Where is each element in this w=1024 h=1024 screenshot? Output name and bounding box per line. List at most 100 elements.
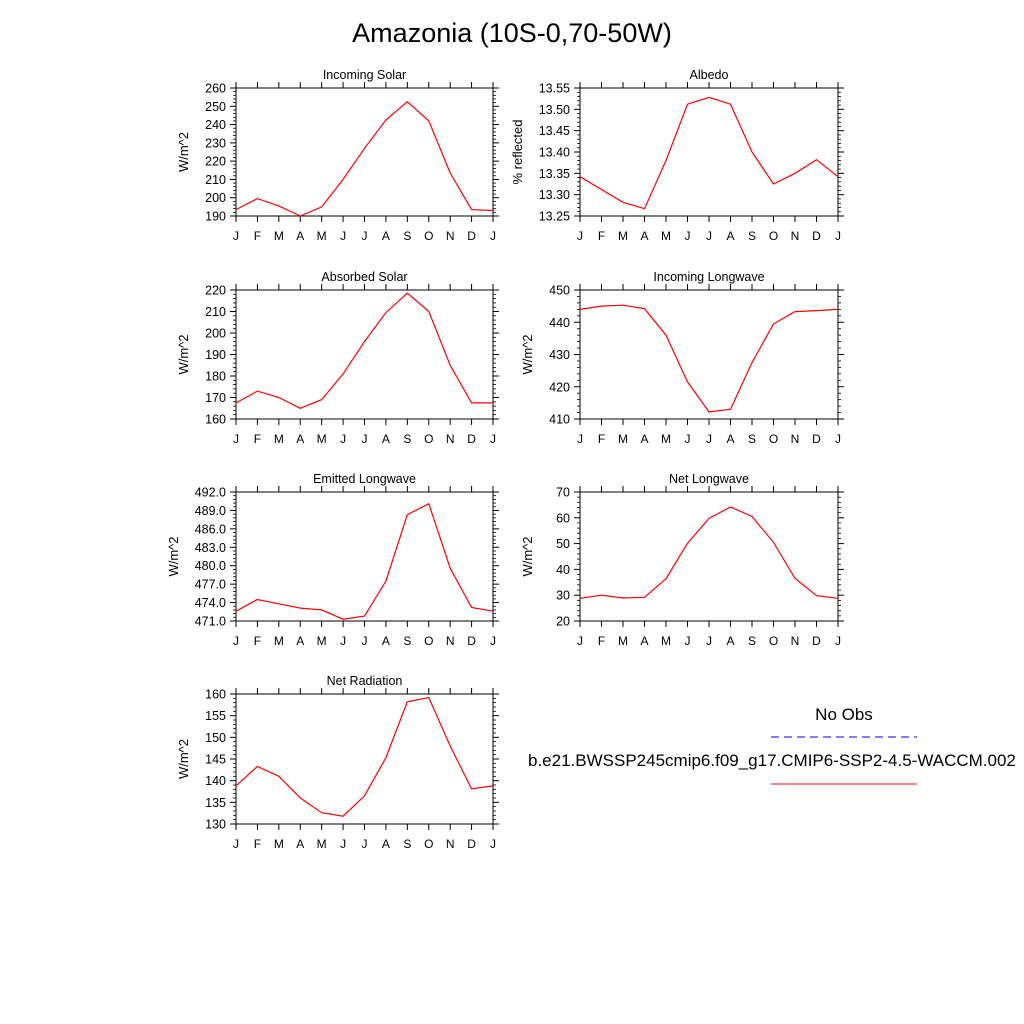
plot-frame: [235, 693, 494, 825]
x-tick-label: S: [403, 229, 411, 243]
x-tick-label: S: [403, 634, 411, 648]
y-tick-label: 450: [549, 284, 570, 298]
x-tick-label: M: [618, 634, 628, 648]
plot-frame: [235, 289, 494, 420]
panel-title: Absorbed Solar: [321, 270, 407, 284]
x-tick-label: S: [748, 634, 756, 648]
x-tick-label: J: [340, 229, 346, 243]
x-tick-label: F: [254, 432, 261, 446]
x-tick-label: D: [812, 432, 821, 446]
y-tick-label: 430: [549, 348, 570, 362]
x-tick-label: M: [274, 432, 284, 446]
y-tick-label: 160: [205, 688, 226, 702]
x-tick-label: M: [618, 229, 628, 243]
page-title: Amazonia (10S-0,70-50W): [352, 18, 672, 48]
x-tick-label: J: [835, 634, 841, 648]
x-tick-label: J: [835, 229, 841, 243]
x-tick-label: A: [640, 634, 648, 648]
y-tick-label: 240: [205, 118, 226, 132]
y-tick-label: 440: [549, 316, 570, 330]
y-tick-label: 140: [205, 774, 226, 788]
y-tick-label: 160: [205, 413, 226, 427]
x-tick-label: N: [446, 432, 455, 446]
x-tick-label: J: [577, 432, 583, 446]
x-tick-label: M: [661, 432, 671, 446]
x-tick-label: M: [661, 634, 671, 648]
y-axis-label: W/m^2: [520, 536, 535, 576]
x-tick-label: J: [490, 837, 496, 851]
x-tick-label: J: [362, 837, 368, 851]
y-tick-label: 190: [205, 348, 226, 362]
y-tick-label: 220: [205, 155, 226, 169]
y-tick-label: 145: [205, 753, 226, 767]
panel-title: Net Longwave: [669, 472, 749, 486]
x-tick-label: J: [340, 432, 346, 446]
x-tick-label: O: [424, 837, 433, 851]
x-tick-label: M: [317, 634, 327, 648]
legend-obs-label: No Obs: [815, 705, 873, 724]
x-tick-label: S: [403, 432, 411, 446]
y-tick-label: 220: [205, 284, 226, 298]
x-tick-label: A: [296, 837, 304, 851]
series-line-incoming-solar: [235, 100, 494, 217]
y-tick-label: 13.55: [539, 82, 570, 96]
x-tick-label: J: [577, 634, 583, 648]
x-tick-label: S: [748, 432, 756, 446]
series-line-emitted-longwave: [235, 502, 494, 620]
x-tick-label: F: [598, 432, 605, 446]
y-tick-label: 40: [556, 563, 570, 577]
series-line-net-radiation: [235, 696, 494, 817]
x-tick-label: J: [706, 634, 712, 648]
y-axis-label: W/m^2: [176, 132, 191, 172]
x-tick-label: A: [726, 634, 734, 648]
x-tick-label: J: [685, 634, 691, 648]
panel-absorbed-solar: J F M A M J J A S O N D J160170180190200210220Absorb…: [176, 270, 499, 446]
x-tick-label: A: [640, 432, 648, 446]
x-tick-label: J: [490, 432, 496, 446]
x-tick-label: N: [791, 229, 800, 243]
x-tick-label: A: [726, 432, 734, 446]
plot-frame: [579, 491, 839, 622]
x-tick-label: J: [835, 432, 841, 446]
x-tick-label: M: [274, 634, 284, 648]
x-tick-label: A: [382, 432, 390, 446]
x-tick-label: J: [340, 837, 346, 851]
x-tick-label: M: [317, 837, 327, 851]
x-tick-label: A: [382, 229, 390, 243]
x-tick-label: M: [274, 229, 284, 243]
y-tick-label: 180: [205, 370, 226, 384]
y-tick-label: 60: [556, 511, 570, 525]
panel-title: Incoming Longwave: [653, 270, 764, 284]
y-tick-label: 150: [205, 731, 226, 745]
y-tick-label: 210: [205, 305, 226, 319]
y-tick-label: 13.45: [539, 124, 570, 138]
x-tick-label: J: [577, 229, 583, 243]
y-tick-label: 410: [549, 413, 570, 427]
y-tick-label: 13.35: [539, 167, 570, 181]
x-tick-label: J: [490, 634, 496, 648]
x-tick-label: J: [362, 634, 368, 648]
y-tick-label: 480.0: [195, 559, 226, 573]
x-tick-label: J: [233, 229, 239, 243]
y-tick-label: 13.30: [539, 188, 570, 202]
x-tick-label: N: [446, 634, 455, 648]
x-tick-label: A: [382, 634, 390, 648]
y-tick-label: 50: [556, 537, 570, 551]
y-tick-label: 13.50: [539, 103, 570, 117]
x-tick-label: D: [467, 634, 476, 648]
y-tick-label: 190: [205, 210, 226, 224]
y-tick-label: 20: [556, 615, 570, 629]
y-tick-label: 30: [556, 589, 570, 603]
y-axis-label: W/m^2: [176, 739, 191, 779]
x-tick-label: F: [598, 229, 605, 243]
x-tick-label: M: [317, 432, 327, 446]
x-tick-label: N: [446, 837, 455, 851]
x-tick-label: F: [254, 229, 261, 243]
y-axis-label: W/m^2: [166, 536, 181, 576]
x-tick-label: N: [791, 432, 800, 446]
x-tick-label: N: [446, 229, 455, 243]
x-tick-label: A: [640, 229, 648, 243]
x-tick-label: J: [233, 432, 239, 446]
